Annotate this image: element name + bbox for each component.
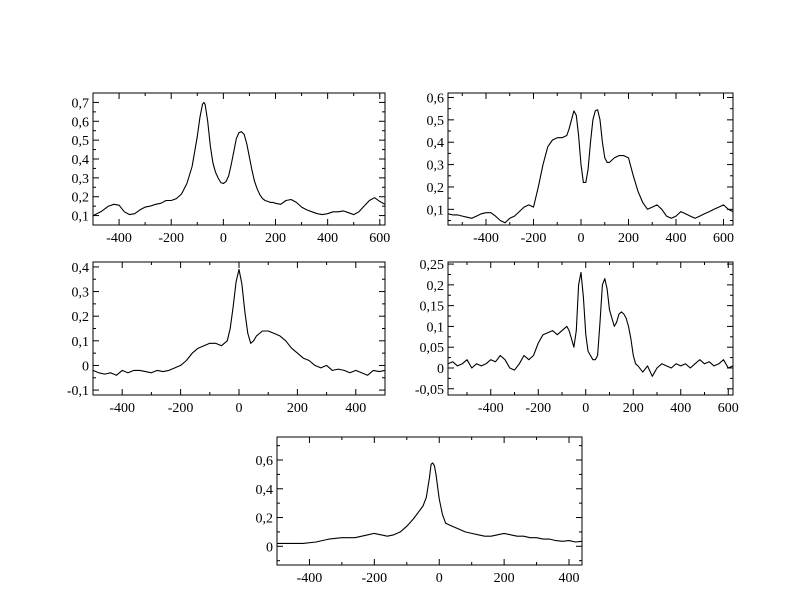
y-tick-label: 0,2 — [72, 310, 90, 325]
data-line — [92, 101, 386, 217]
y-tick-label: 0,4 — [427, 136, 445, 151]
y-tick-label: 0,4 — [256, 483, 274, 498]
x-tick-label: -400 — [109, 401, 135, 416]
data-line — [277, 462, 583, 544]
x-tick-label: 200 — [494, 571, 515, 586]
x-tick-label: 200 — [623, 401, 644, 416]
x-tick-label: -200 — [521, 231, 547, 246]
y-tick-label: 0,5 — [72, 134, 90, 149]
x-tick-label: 0 — [582, 401, 589, 416]
plot-panel-middle-right: -400 -200 0 200 400 600 -0,05 0 0,05 0,1 0,15 0,2 0,… — [415, 258, 739, 416]
y-tick-label: 0,7 — [72, 96, 90, 111]
x-tick-label: 0 — [436, 571, 443, 586]
x-tick-label: 400 — [666, 231, 687, 246]
x-tick-label: 400 — [317, 231, 338, 246]
y-tick-label: 0,25 — [420, 258, 445, 273]
y-tick-label: 0,3 — [72, 286, 90, 301]
x-tick-label: -200 — [158, 231, 184, 246]
y-tick-label: 0,2 — [427, 181, 445, 196]
x-tick-label: -400 — [106, 231, 132, 246]
y-tick-label: 0,1 — [72, 335, 90, 350]
x-tick-label: 200 — [618, 231, 639, 246]
y-tick-label: 0,3 — [72, 172, 90, 187]
data-line — [92, 268, 386, 376]
plot-frame — [447, 92, 734, 226]
y-tick-label: 0,1 — [72, 210, 90, 225]
y-tick-label: 0,2 — [427, 279, 445, 294]
y-tick-label: 0,6 — [427, 91, 445, 106]
y-tick-label: -0,05 — [415, 383, 444, 398]
y-tick-label: 0,5 — [427, 114, 445, 129]
y-tick-label: 0,2 — [256, 512, 274, 527]
x-tick-label: 600 — [713, 231, 734, 246]
plot-frame — [92, 92, 386, 226]
data-line — [447, 271, 734, 377]
plot-panel-top-left: -400 -200 0 200 400 600 0,1 0,2 0,3 0,4 0,5 0,6 0,7 — [72, 92, 390, 246]
x-tick-label: -200 — [525, 401, 551, 416]
x-tick-label: 0 — [220, 231, 227, 246]
y-tick-label: 0,15 — [420, 300, 445, 315]
x-tick-label: 600 — [718, 401, 739, 416]
data-line — [447, 109, 734, 224]
x-tick-label: 400 — [559, 571, 580, 586]
x-tick-label: 0 — [578, 231, 585, 246]
plot-frame — [276, 436, 583, 566]
plot-frame — [92, 261, 386, 396]
x-tick-label: 200 — [265, 231, 286, 246]
y-tick-label: 0,4 — [72, 153, 90, 168]
x-tick-label: 400 — [670, 401, 691, 416]
y-tick-label: 0 — [82, 359, 89, 374]
y-tick-label: 0,6 — [72, 115, 90, 130]
y-tick-label: 0,3 — [427, 159, 445, 174]
x-tick-label: -200 — [168, 401, 194, 416]
x-tick-label: -400 — [297, 571, 323, 586]
x-tick-label: 600 — [369, 231, 390, 246]
x-tick-label: -200 — [362, 571, 388, 586]
y-tick-label: 0 — [437, 362, 444, 377]
x-tick-label: -400 — [473, 231, 499, 246]
x-tick-label: -400 — [478, 401, 504, 416]
y-tick-label: 0,05 — [420, 341, 445, 356]
y-tick-label: 0,2 — [72, 191, 90, 206]
plot-frame — [447, 261, 734, 396]
x-tick-label: 0 — [236, 401, 243, 416]
y-tick-label: 0,6 — [256, 454, 274, 469]
x-tick-label: 200 — [287, 401, 308, 416]
y-tick-label: 0,4 — [72, 261, 90, 276]
plot-panel-middle-left: -400 -200 0 200 400 -0,1 0 0,1 0,2 0,3 0,4 — [67, 261, 386, 416]
y-tick-label: -0,1 — [67, 384, 89, 399]
plot-panel-bottom-center: -400 -200 0 200 400 0 0,2 0,4 0,6 — [256, 436, 583, 586]
plot-panel-top-right: -400 -200 0 200 400 600 0,1 0,2 0,3 0,4 0,5 0,6 — [427, 91, 735, 246]
x-tick-label: 400 — [345, 401, 366, 416]
y-tick-label: 0 — [266, 540, 273, 555]
y-tick-label: 0,1 — [427, 320, 445, 335]
y-tick-label: 0,1 — [427, 203, 445, 218]
